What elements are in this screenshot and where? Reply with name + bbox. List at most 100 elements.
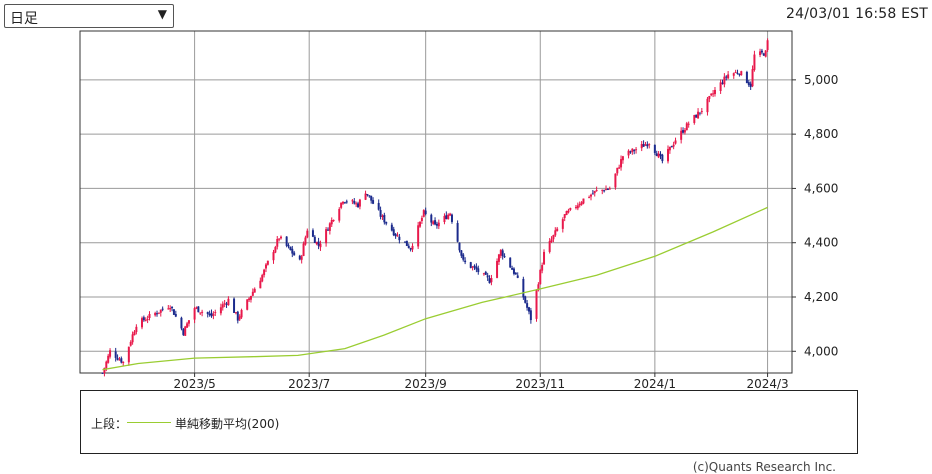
candle-body [236,311,239,321]
candle-body [328,223,331,231]
candle-body [432,221,435,224]
candle-body [614,173,617,188]
x-tick-label: 2024/3 [746,377,788,390]
candle-body [240,309,243,318]
candle-body [300,256,303,260]
candle-body [289,246,292,250]
candle-body [511,267,514,270]
candle-body [561,219,564,229]
candle-body [723,76,726,85]
candle-body [484,271,487,275]
candle-body [182,328,185,335]
candle-body [464,260,467,263]
candle-body [713,89,716,95]
candle-body [727,74,730,79]
candle-body [161,308,164,310]
candle-body [293,252,296,256]
candle-body [655,153,658,157]
candle-body [482,273,485,275]
candle-body [234,312,237,314]
candle-body [766,40,769,50]
candle-body [114,351,117,358]
candle-body [475,266,478,270]
candle-body [366,194,369,196]
candle-body [355,203,358,205]
candle-body [450,214,453,222]
candle-body [368,195,371,197]
candle-body [734,72,737,74]
candle-body [109,350,112,357]
candle-body [223,303,226,305]
candle-body [332,219,335,221]
candle-body [304,237,307,245]
candle-body [372,200,375,204]
candle-body [385,221,388,224]
period-select[interactable]: 日足 ▼ [4,4,174,28]
candle-body [608,188,611,190]
candle-body [760,50,763,53]
candle-body [736,72,739,74]
candle-body [449,213,452,216]
candle-body [646,144,649,147]
candle-body [306,230,309,238]
candle-body [633,150,636,152]
candle-body [135,326,138,332]
candle-body [172,309,175,315]
candle-body [201,311,204,313]
candle-body [424,210,427,215]
candle-body [700,111,703,113]
candle-body [253,288,256,293]
candle-body [377,202,380,210]
candle-body [120,358,123,363]
candle-body [206,312,209,315]
candle-body [685,123,688,131]
candle-body [370,195,373,201]
candle-body [640,144,643,149]
candle-body [437,222,440,227]
candle-body [409,248,412,250]
candle-body [712,93,715,95]
plot-frame [79,30,793,374]
candle-body [434,220,437,225]
candle-body [473,265,476,268]
candle-body [122,361,125,364]
candle-body [762,53,765,56]
candle-body [631,148,634,152]
candle-body [156,313,159,315]
candle-body [381,215,384,217]
candle-body [212,314,215,316]
candle-body [340,202,343,208]
candle-body [443,215,446,222]
y-tick-label: 4,600 [804,181,838,195]
candle-body [287,245,290,247]
candle-body [390,224,393,231]
candle-body [167,308,170,310]
candle-body [569,207,572,210]
candle-body [509,257,512,268]
candle-body [317,241,320,246]
candle-body [759,51,762,55]
candle-body [580,202,583,205]
candle-body [246,299,249,310]
x-tick-label: 2023/11 [515,377,565,390]
candle-body [169,307,172,310]
candle-body [140,318,143,328]
candle-body [477,268,480,273]
candle-body [396,235,399,237]
candle-body [548,241,551,252]
candle-body [195,307,198,309]
candle-body [576,205,579,209]
candle-body [620,159,623,168]
x-tick-label: 2024/1 [634,377,676,390]
candle-body [710,93,713,96]
candle-body [118,359,121,361]
candle-body [670,146,673,148]
candle-body [131,334,134,343]
candle-body [186,323,189,328]
candle-body [591,193,594,195]
candle-body [330,220,333,225]
candle-body [302,243,305,256]
candle-body [582,198,585,204]
candle-body [411,245,414,250]
candle-body [238,316,241,320]
